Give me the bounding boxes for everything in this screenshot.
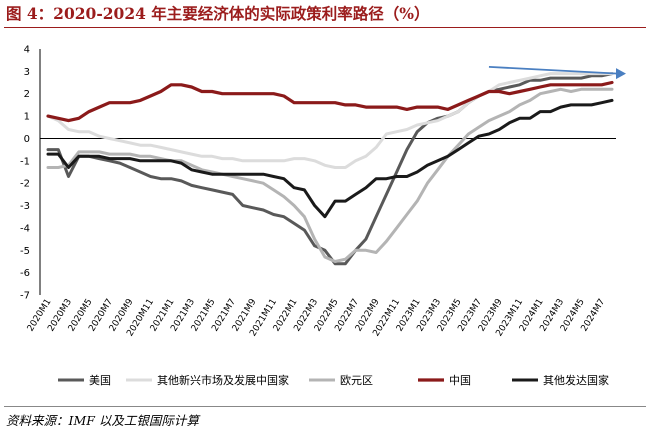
y-tick-label: 1 xyxy=(24,112,30,123)
footer-rule xyxy=(4,406,646,407)
y-axis-ticks: -7 -6 -5 -4 -3 -2 -1 0 1 2 3 4 xyxy=(20,45,30,302)
y-tick-label: -1 xyxy=(20,156,30,167)
series-line-0 xyxy=(46,72,614,266)
y-tick-label: -2 xyxy=(20,179,30,190)
trend-arrow-head xyxy=(616,68,626,80)
series-lines xyxy=(46,72,614,266)
y-tick-label: -6 xyxy=(20,268,30,279)
y-tick-label: 3 xyxy=(24,67,30,78)
series-line-3 xyxy=(46,80,614,123)
legend-label-4: 其他发达国家 xyxy=(543,373,609,387)
legend-label-3: 中国 xyxy=(449,374,471,387)
x-axis-ticks: 2020M12020M32020M52020M72020M92020M11202… xyxy=(26,297,608,338)
legend-label-2: 欧元区 xyxy=(340,374,373,387)
y-tick-label: -5 xyxy=(20,246,30,257)
series-line-1 xyxy=(46,72,614,169)
line-chart: -7 -6 -5 -4 -3 -2 -1 0 1 2 3 4 2020M12020M32020M520… xyxy=(20,45,626,387)
y-tick-label: 0 xyxy=(24,134,30,145)
series-line-2 xyxy=(46,87,614,263)
y-tick-label: 2 xyxy=(24,89,30,100)
y-tick-label: -4 xyxy=(20,223,30,234)
chart-axes xyxy=(39,49,616,295)
source-note: 资料来源：IMF 以及工银国际计算 xyxy=(6,413,199,428)
title-rule xyxy=(4,27,646,28)
y-tick-label: 4 xyxy=(24,45,30,56)
legend-label-0: 美国 xyxy=(89,374,111,387)
trend-annotation xyxy=(488,65,626,80)
y-tick-label: -7 xyxy=(20,291,30,302)
legend: 美国 其他新兴市场及发展中国家 欧元区 中国 其他发达国家 xyxy=(58,373,609,387)
chart-title: 图 4：2020-2024 年主要经济体的实际政策利率路径（%） xyxy=(6,4,430,23)
series-line-4 xyxy=(46,98,614,219)
trend-arrow-shaft xyxy=(488,65,619,75)
y-tick-label: -3 xyxy=(20,201,30,212)
legend-label-1: 其他新兴市场及发展中国家 xyxy=(157,373,289,387)
